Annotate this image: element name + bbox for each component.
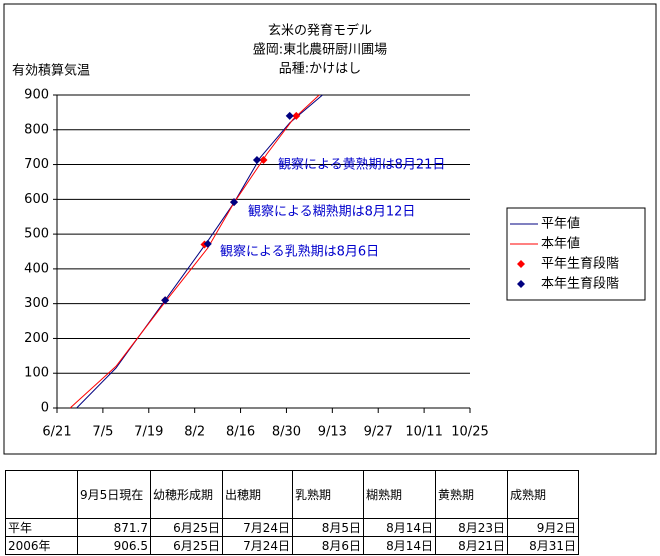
y-tick-label: 500: [24, 227, 49, 242]
table-cell: 乳熟期: [292, 470, 364, 519]
table-row: 2006年 906.5 6月25日 7月24日 8月6日 8月14日 8月21日 8月31日: [5, 536, 579, 555]
marker: [230, 198, 238, 207]
x-tick-label: 7/19: [134, 425, 163, 440]
marker: [252, 156, 261, 165]
legend-box: [506, 207, 646, 301]
table-cell: 7月24日: [222, 518, 293, 537]
table-cell: 幼穂形成期: [150, 470, 223, 519]
marker: [259, 156, 268, 165]
chart: 玄米の発育モデル 盛岡:東北農研厨川圃場 品種:かけはし 有効積算気温 0 100…: [3, 3, 657, 455]
y-tick-label: 700: [24, 157, 49, 172]
x-tick-label: 8/16: [226, 425, 255, 440]
legend-marker: [517, 260, 525, 268]
annotation: 観察による黄熟期は8月21日: [278, 157, 445, 173]
table-cell: 8月5日: [292, 518, 364, 537]
table-cell: 2006年: [5, 536, 78, 555]
line: [69, 94, 320, 409]
table-cell: 7月24日: [222, 536, 293, 555]
chart-title: 品種:かけはし: [279, 61, 361, 77]
marker: [203, 239, 212, 248]
chart-title: 盛岡:東北農研厨川圃場: [253, 42, 387, 58]
table-cell: 8月6日: [292, 536, 364, 555]
legend-label: 本年値: [541, 236, 580, 252]
marker: [161, 296, 170, 305]
y-tick-label: 0: [41, 401, 49, 416]
table-cell: 成熟期: [507, 470, 579, 519]
x-tick-label: 8/2: [184, 425, 205, 440]
x-tick-label: 9/13: [318, 425, 347, 440]
y-tick-label: 300: [24, 296, 49, 311]
table-cell: 8月21日: [435, 536, 508, 555]
y-tick-label: 200: [24, 331, 49, 346]
x-tick-label: 8/30: [272, 425, 301, 440]
table-cell: 9月5日現在: [77, 470, 151, 519]
x-tick-label: 6/21: [42, 425, 71, 440]
line: [76, 94, 323, 409]
table-cell: 糊熟期: [363, 470, 436, 519]
table-cell: 9月2日: [507, 518, 579, 537]
marker: [292, 111, 301, 120]
y-tick-label: 900: [24, 88, 49, 103]
table-cell: 8月14日: [363, 536, 436, 555]
y-tick-label: 600: [24, 192, 49, 207]
table-row: 9月5日現在 幼穂形成期 出穂期 乳熟期 糊熟期 黄熟期 成熟期: [5, 470, 579, 519]
marker: [285, 111, 294, 120]
x-tick-label: 7/5: [92, 425, 113, 440]
table-cell: 6月25日: [150, 536, 223, 555]
table-cell: 6月25日: [150, 518, 223, 537]
legend-label: 本年生育段階: [541, 276, 619, 292]
table-cell: 8月23日: [435, 518, 508, 537]
table-cell: [5, 470, 78, 519]
x-tick-label: 10/11: [405, 425, 442, 440]
table-row: 平年 871.7 6月25日 7月24日 8月5日 8月14日 8月23日 9月2日: [5, 518, 579, 537]
table-cell: 黄熟期: [435, 470, 508, 519]
table: 9月5日現在 幼穂形成期 出穂期 乳熟期 糊熟期 黄熟期 成熟期 平年 871.7 6月25日 7月…: [5, 470, 579, 555]
table-cell: 871.7: [77, 518, 151, 537]
annotation: 観察による乳熟期は8月6日: [220, 244, 379, 260]
y-tick-label: 400: [24, 261, 49, 276]
x-tick-label: 9/27: [364, 425, 393, 440]
table-cell: 出穂期: [222, 470, 293, 519]
chart-title: 玄米の発育モデル: [268, 23, 372, 39]
table-cell: 8月14日: [363, 518, 436, 537]
table-cell: 平年: [5, 518, 78, 537]
legend-label: 平年値: [541, 216, 580, 232]
legend-marker: [517, 280, 525, 288]
y-axis-label: 有効積算気温: [12, 63, 90, 79]
annotation: 観察による糊熟期は8月12日: [248, 204, 415, 220]
y-tick-label: 100: [24, 366, 49, 381]
x-tick-label: 10/25: [451, 425, 488, 440]
table-cell: 8月31日: [507, 536, 579, 555]
legend-label: 平年生育段階: [541, 256, 619, 272]
table-cell: 906.5: [77, 536, 151, 555]
y-tick-label: 800: [24, 122, 49, 137]
